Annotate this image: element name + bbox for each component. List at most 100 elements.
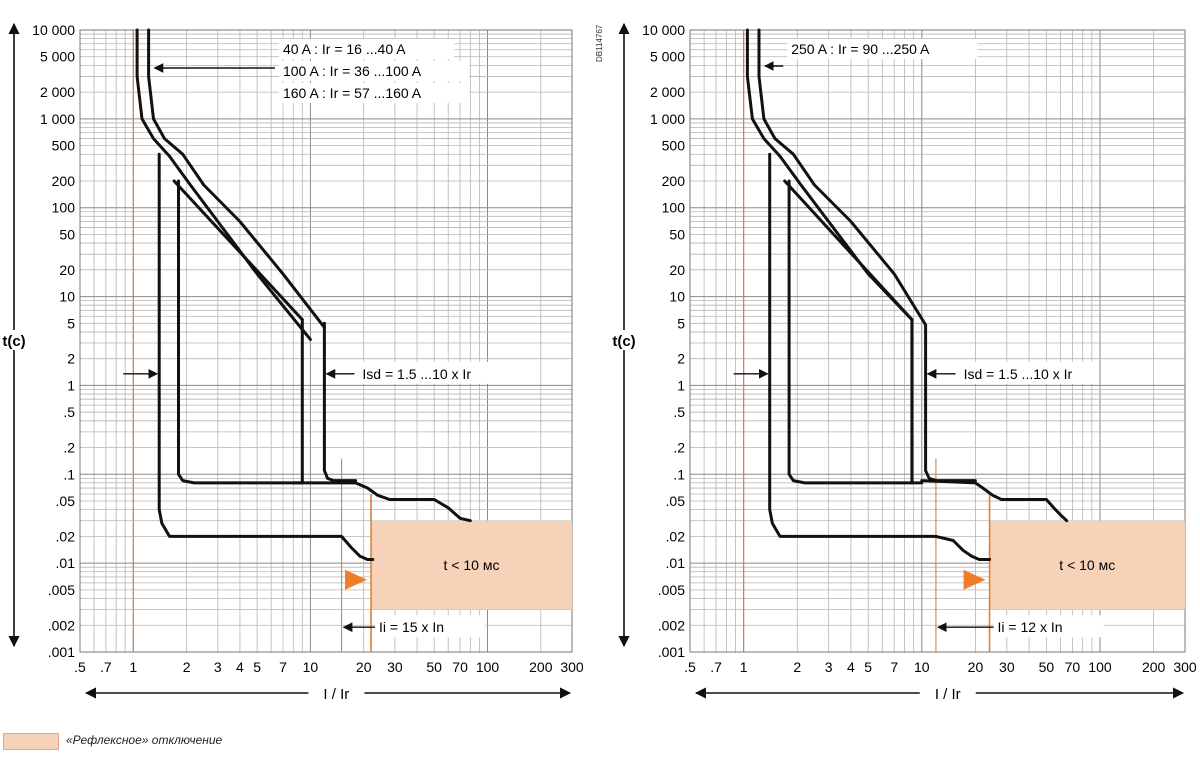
isd-label: Isd = 1.5 ...10 x Ir [964, 366, 1073, 382]
x-axis-label: I / Ir [323, 686, 349, 703]
x-tick-label: 50 [426, 659, 442, 675]
y-tick-label: .05 [56, 493, 76, 509]
rating-label-1: 40 A : Ir = 16 ...40 A [283, 41, 406, 57]
y-tick-label: .5 [673, 404, 685, 420]
y-axis-label-bg [610, 330, 642, 350]
ii-label-bg [993, 615, 1104, 638]
x-tick-label: 3 [214, 659, 222, 675]
y-tick-label: .05 [666, 493, 686, 509]
y-tick-label: .005 [48, 582, 75, 598]
y-tick-label: 10 000 [642, 22, 685, 38]
y-tick-label: 10 [59, 289, 75, 305]
trip-curve-1 [745, 28, 914, 322]
ii-label: Ii = 12 x In [998, 619, 1063, 635]
trip-curve-3 [157, 152, 312, 538]
y-tick-label: 100 [52, 200, 76, 216]
reflex-marker [963, 569, 986, 590]
x-tick-label: 3 [825, 659, 833, 675]
x-tick-label: .7 [100, 659, 112, 675]
rating-label-3: 160 A : Ir = 57 ...160 A [283, 85, 422, 101]
y-axis-label: t(c) [2, 333, 25, 350]
x-tick-label: 200 [1142, 659, 1166, 675]
rating-label-bg [278, 83, 470, 103]
y-tick-label: 5 [677, 315, 685, 331]
rating-label-bg [787, 39, 978, 59]
y-tick-label: 200 [662, 173, 686, 189]
y-tick-label: .01 [56, 555, 76, 571]
x-tick-label: 30 [387, 659, 403, 675]
x-tick-label: 4 [236, 659, 244, 675]
trip-curve-3 [768, 152, 938, 538]
x-tick-label: 1 [129, 659, 137, 675]
y-tick-label: 50 [669, 226, 685, 242]
isd-label-bg [358, 361, 497, 384]
x-tick-label: 1 [740, 659, 748, 675]
y-tick-label: .002 [658, 617, 685, 633]
legend-label-reflex: «Рефлексное» отключение [66, 733, 223, 747]
rating-label-1: 250 A : Ir = 90 ...250 A [791, 41, 930, 57]
y-tick-label: .001 [658, 644, 685, 660]
y-tick-label: 1 000 [40, 111, 75, 127]
y-tick-label: 2 000 [40, 84, 75, 100]
x-axis-label: I / Ir [935, 686, 961, 703]
x-tick-label: 5 [864, 659, 872, 675]
x-tick-label: 2 [793, 659, 801, 675]
plot-frame [689, 29, 1186, 653]
chart-panel-1: t < 10 мс.5.7 1 2 3 4 5 7 10 20 30 50 70 100 200 30010… [0, 22, 584, 703]
rating-label-bg [278, 39, 455, 59]
y-tick-label: .002 [48, 617, 75, 633]
y-tick-label: .2 [673, 440, 685, 456]
y-tick-label: 5 000 [650, 49, 685, 65]
trip-curve-8 [934, 534, 992, 561]
ii-label-bg [375, 615, 486, 638]
y-tick-label: .2 [63, 440, 75, 456]
x-tick-label: 5 [253, 659, 261, 675]
reflex-zone-label: t < 10 мс [1059, 557, 1115, 573]
y-axis-label-bg [0, 330, 32, 350]
y-tick-label: .1 [63, 466, 75, 482]
y-tick-label: 2 [67, 351, 75, 367]
reflex-zone [371, 520, 572, 610]
y-tick-label: .005 [658, 582, 685, 598]
y-tick-label: .01 [666, 555, 686, 571]
y-axis-label: t(c) [612, 333, 635, 350]
x-tick-label: 300 [1173, 659, 1197, 675]
reflex-marker [345, 569, 368, 590]
y-tick-label: 1 [67, 377, 75, 393]
ii-label: Ii = 15 x In [379, 619, 444, 635]
x-axis-label-bg [919, 681, 976, 703]
trip-curve-7 [322, 321, 358, 483]
isd-label-bg [959, 361, 1098, 384]
reflex-zone [989, 520, 1185, 610]
x-tick-label: 20 [356, 659, 372, 675]
x-tick-label: 100 [1088, 659, 1112, 675]
y-tick-label: 10 000 [32, 22, 75, 38]
y-tick-label: 200 [52, 173, 76, 189]
y-tick-label: .02 [56, 528, 76, 544]
rating-label-2: 100 A : Ir = 36 ...100 A [283, 63, 422, 79]
y-tick-label: 1 000 [650, 111, 685, 127]
legend: «Рефлексное» отключение [3, 733, 603, 753]
x-tick-label: 50 [1039, 659, 1055, 675]
document-code: DB114767 [595, 24, 604, 62]
x-tick-label: 10 [914, 659, 930, 675]
x-tick-label: 2 [183, 659, 191, 675]
y-tick-label: 2 000 [650, 84, 685, 100]
trip-curve-4 [787, 179, 924, 485]
x-tick-label: .5 [684, 659, 696, 675]
x-tick-label: 70 [452, 659, 468, 675]
chart-panel-2: t < 10 мс.5.7 1 2 3 4 5 7 10 20 30 50 70 100 200 30010… [610, 22, 1197, 703]
trip-curve-7 [924, 323, 977, 483]
legend-swatch-reflex [3, 733, 59, 750]
y-tick-label: .5 [63, 404, 75, 420]
x-tick-label: 7 [279, 659, 287, 675]
trip-curve-5 [783, 179, 914, 322]
y-tick-label: 500 [662, 138, 686, 154]
x-axis-label-bg [308, 681, 365, 703]
trip-curve-2 [147, 28, 326, 329]
trip-curve-9 [291, 481, 472, 523]
x-tick-label: 200 [529, 659, 553, 675]
x-tick-label: 70 [1065, 659, 1081, 675]
y-tick-label: .001 [48, 644, 75, 660]
